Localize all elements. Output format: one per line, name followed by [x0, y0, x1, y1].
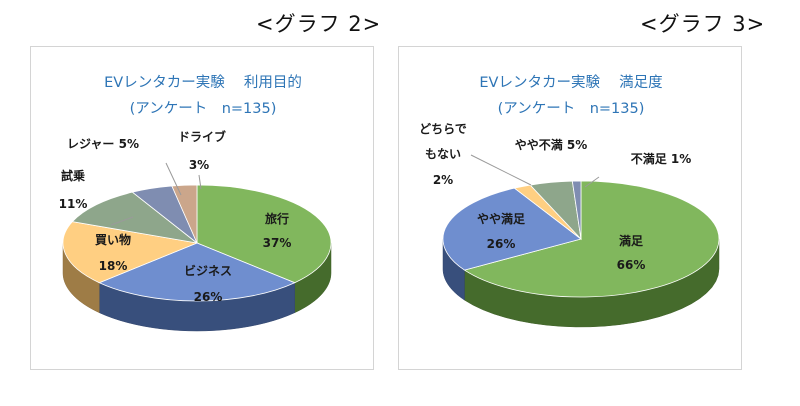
pie-slice-1	[442, 187, 582, 271]
chart-title: EVレンタカー実験 満足度	[479, 74, 662, 91]
leader-line-dochira	[470, 154, 532, 186]
data-label-dochira-line1: どちらで	[419, 122, 467, 136]
chart-panel-satisfaction: EVレンタカー実験 満足度 (アンケート n=135) 満足 66% やや満足 …	[398, 46, 742, 370]
pie-chart-purpose: EVレンタカー実験 利用目的 (アンケート n=135) 旅行 37% ビジネス…	[59, 74, 332, 332]
pie-slice-3	[71, 191, 198, 244]
graph-2-label: <グラフ 2>	[256, 12, 382, 36]
data-label-dochira-pct: 2%	[433, 173, 453, 187]
chart-subtitle: (アンケート n=135)	[498, 100, 645, 117]
data-label-kaimono-pct: 18%	[99, 259, 128, 273]
data-label-fuman: 不満足 1%	[631, 151, 692, 166]
pie-slice-0	[463, 180, 720, 298]
data-label-manzoku: 満足	[619, 233, 643, 248]
pie-slice-1	[98, 242, 296, 302]
data-label-dochira-line2: もない	[425, 147, 461, 161]
data-label-drive-pct: 3%	[189, 158, 209, 172]
data-label-leisure: レジャー 5%	[67, 137, 139, 151]
pie-slice-2	[62, 221, 199, 284]
data-label-drive: ドライブ	[178, 129, 226, 144]
data-label-ryoko: 旅行	[265, 211, 289, 226]
data-label-manzoku-pct: 66%	[617, 258, 646, 272]
data-label-shijo-pct: 11%	[59, 197, 88, 211]
data-label-kaimono: 買い物	[95, 232, 131, 247]
data-label-yaya-pct: 26%	[487, 237, 516, 251]
data-label-yaya: やや満足	[477, 211, 525, 226]
leader-line-shijo	[110, 216, 134, 226]
leader-line-drive	[198, 174, 202, 190]
pie-slice-5	[171, 184, 198, 244]
data-label-yayafuman: やや不満 5%	[515, 137, 588, 152]
chart-panel-purpose: EVレンタカー実験 利用目的 (アンケート n=135) 旅行 37% ビジネス…	[30, 46, 374, 370]
data-label-ryoko-pct: 37%	[263, 236, 292, 250]
leader-line-leisure	[165, 162, 182, 196]
pie-slice-0	[196, 184, 332, 284]
chart-title: EVレンタカー実験 利用目的	[104, 74, 302, 91]
pie-slice-4	[571, 180, 582, 240]
data-label-biz: ビジネス	[184, 263, 232, 278]
leader-line-fuman	[584, 176, 600, 188]
chart-subtitle: (アンケート n=135)	[130, 100, 277, 117]
pie-chart-satisfaction: EVレンタカー実験 満足度 (アンケート n=135) 満足 66% やや満足 …	[419, 74, 720, 328]
data-label-biz-pct: 26%	[194, 290, 223, 304]
graph-3-label: <グラフ 3>	[640, 12, 766, 36]
data-label-shijo: 試乗	[61, 168, 85, 183]
